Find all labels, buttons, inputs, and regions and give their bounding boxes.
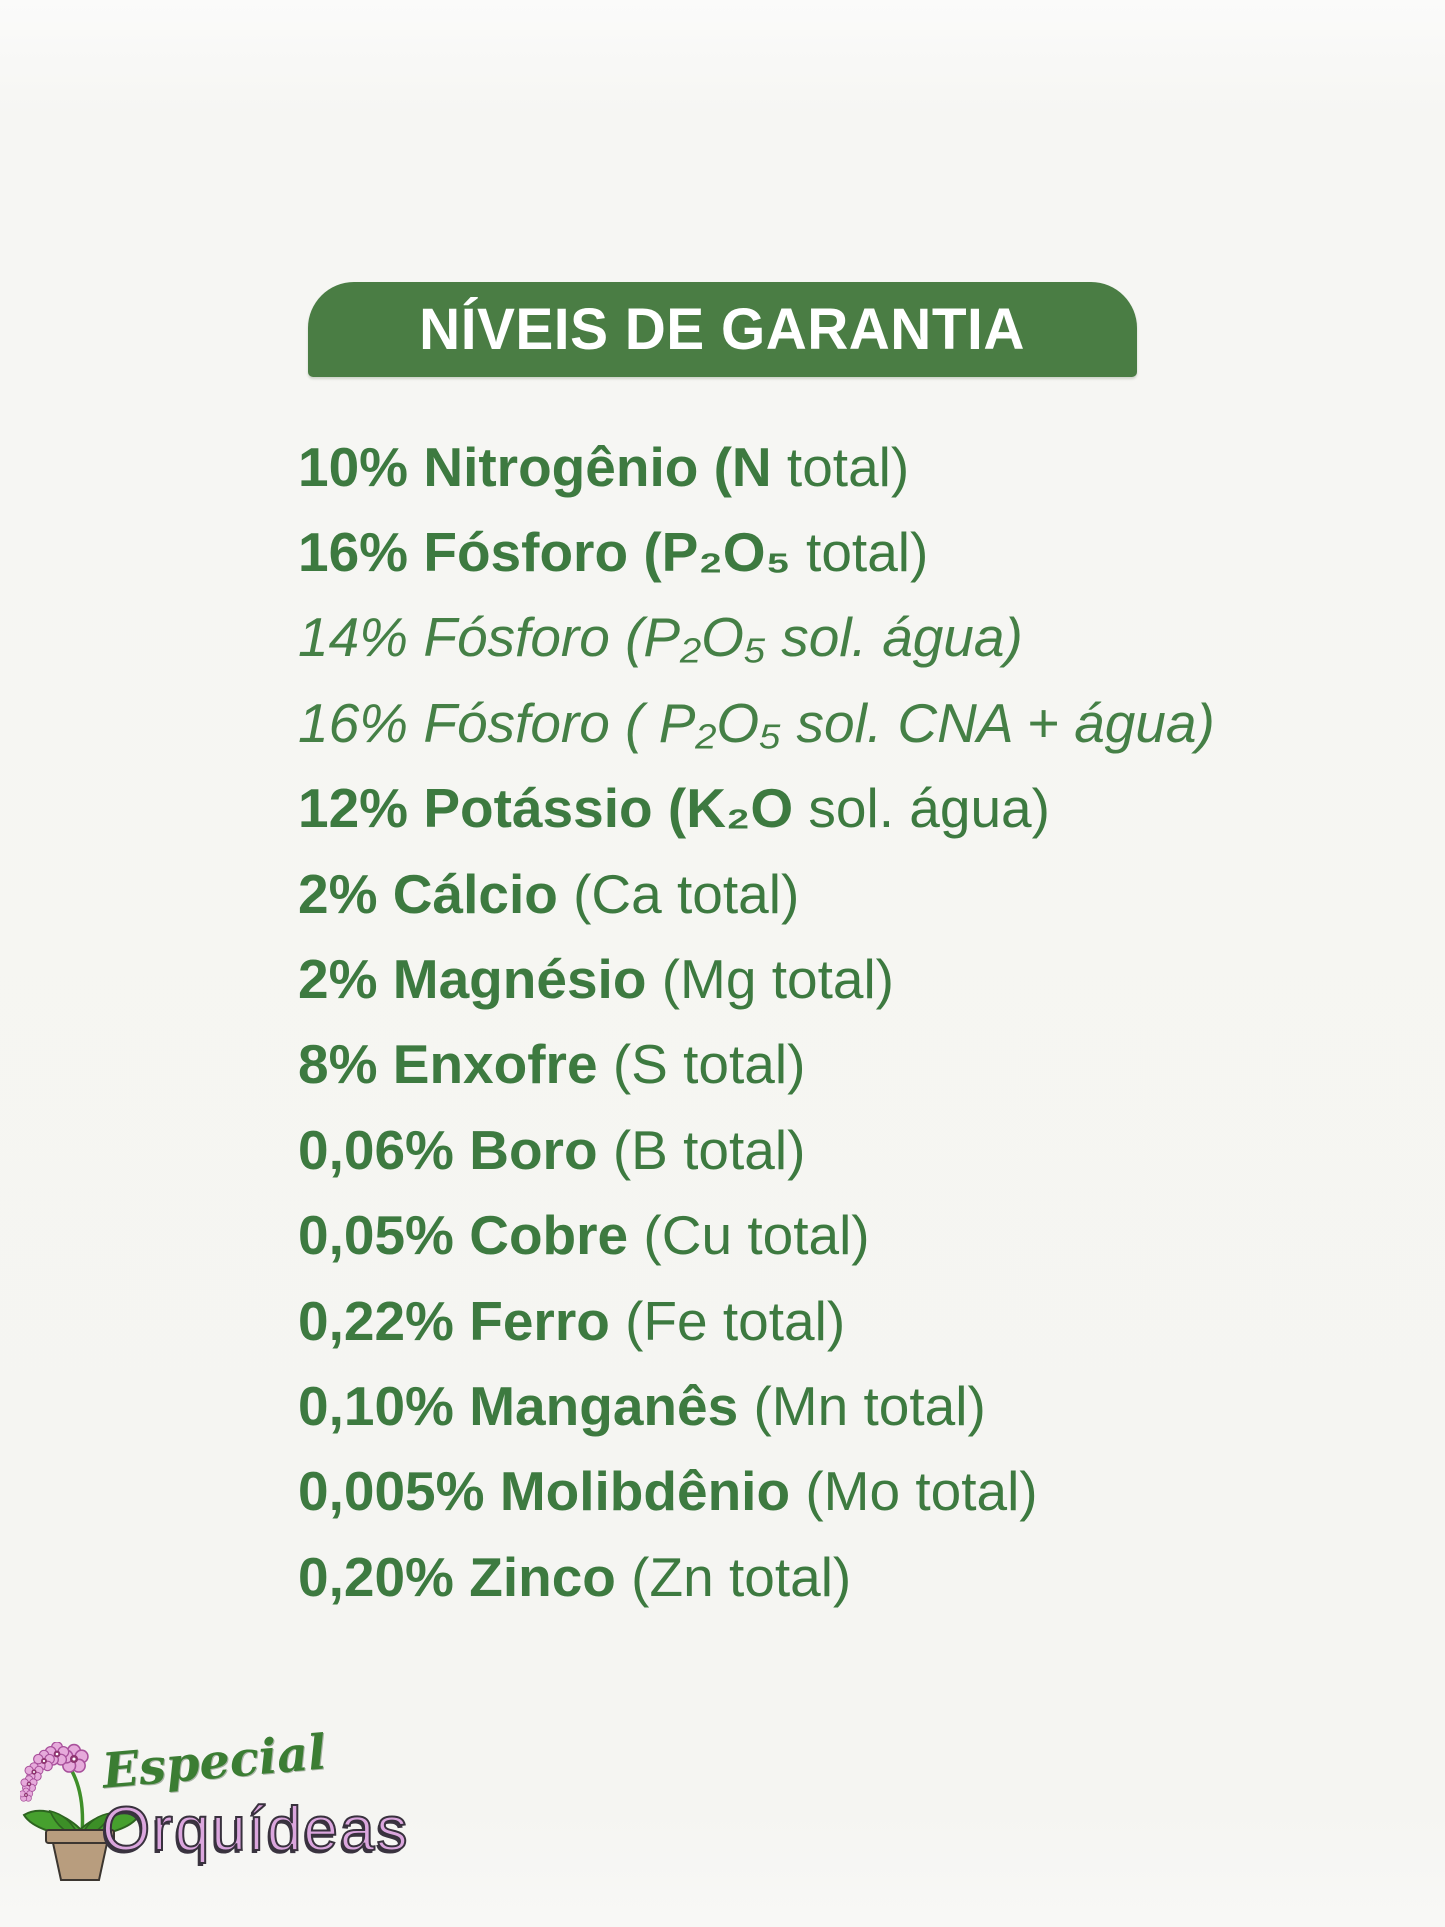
nutrient-row-calcio: 2% Cálcio (Ca total)	[298, 862, 800, 925]
nutrient-row-zinco: 0,20% Zinco (Zn total)	[298, 1545, 852, 1608]
nutrient-row-molibdenio: 0,005% Molibdênio (Mo total)	[298, 1460, 1038, 1523]
orchid-pot-icon	[20, 1742, 140, 1881]
nutrient-row-enxofre: 8% Enxofre (S total)	[298, 1033, 806, 1096]
nutrient-row-fosforo-sol-agua: 14% Fósforo (P₂O₅ sol. água)	[298, 606, 1023, 669]
brand-name-orquideas: Orquídeas	[101, 1794, 410, 1865]
nutrient-row-cobre: 0,05% Cobre (Cu total)	[298, 1204, 870, 1267]
nutrient-row-fosforo-total: 16% Fósforo (P₂O₅ total)	[298, 521, 929, 584]
guarantee-header-title: NÍVEIS DE GARANTIA	[419, 297, 1026, 362]
nutrient-row-boro: 0,06% Boro (B total)	[298, 1118, 806, 1181]
nutrient-list: 10% Nitrogênio (N total) 16% Fósforo (P₂…	[298, 424, 1215, 1619]
guarantee-header-banner: NÍVEIS DE GARANTIA	[308, 282, 1137, 377]
brand-name-especial: Especial	[99, 1724, 329, 1800]
nutrient-row-fosforo-sol-cna: 16% Fósforo ( P₂O₅ sol. CNA + água)	[298, 691, 1215, 754]
brand-logo: Especial Orquídeas	[18, 1724, 488, 1906]
nutrient-row-nitrogenio: 10% Nitrogênio (N total)	[298, 435, 910, 498]
nutrient-row-magnesio: 2% Magnésio (Mg total)	[298, 948, 894, 1011]
nutrient-row-ferro: 0,22% Ferro (Fe total)	[298, 1289, 846, 1352]
nutrient-row-potassio: 12% Potássio (K₂O sol. água)	[298, 777, 1050, 840]
nutrient-row-manganes: 0,10% Manganês (Mn total)	[298, 1374, 986, 1437]
